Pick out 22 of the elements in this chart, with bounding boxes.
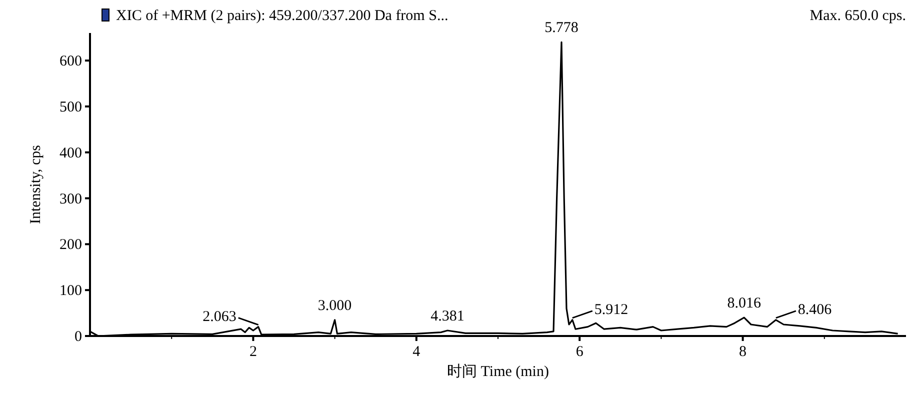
y-tick-label: 600 [60, 54, 82, 70]
y-tick-label: 300 [60, 191, 82, 208]
annotation: 8.406 [798, 302, 832, 318]
chart-title: XIC of +MRM (2 pairs): 459.200/337.200 Da from S... [116, 8, 448, 24]
annotation: 4.381 [430, 308, 464, 324]
y-tick-label: 200 [60, 237, 82, 254]
y-axis-title: Intensity, cps [28, 144, 44, 224]
annotation: 5.912 [594, 302, 628, 318]
text: Max. 650.0 cps. [810, 8, 906, 24]
x-tick-label: 8 [739, 344, 747, 360]
x-tick-label: 2 [249, 344, 257, 360]
annotation: 5.778 [544, 20, 578, 36]
x-tick-label: 4 [412, 344, 421, 360]
y-tick-label: 100 [60, 283, 82, 300]
annotation: 2.063 [202, 308, 236, 325]
x-tick-label: 6 [576, 344, 584, 360]
x-axis-title: 时间 Time (min) [447, 363, 549, 380]
y-tick-label: 400 [60, 145, 82, 162]
annotation: 8.016 [727, 296, 762, 312]
annotation: 3.000 [318, 298, 352, 314]
y-tick-label: 500 [60, 99, 82, 116]
y-tick-label: 0 [74, 329, 82, 345]
